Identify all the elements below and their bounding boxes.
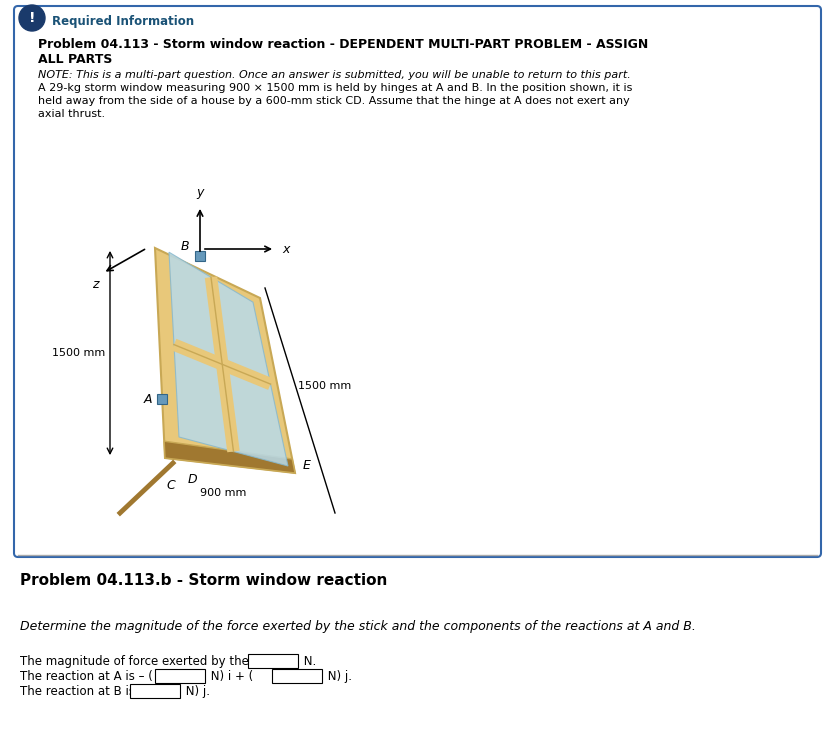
- Text: x: x: [282, 242, 290, 256]
- Text: A: A: [144, 393, 153, 405]
- Text: 900 mm: 900 mm: [200, 488, 246, 498]
- Text: 1500 mm: 1500 mm: [52, 348, 105, 358]
- Text: ALL PARTS: ALL PARTS: [38, 53, 113, 66]
- Text: C: C: [167, 479, 175, 492]
- FancyBboxPatch shape: [157, 394, 167, 404]
- Circle shape: [19, 5, 45, 31]
- Text: D: D: [187, 473, 197, 486]
- Text: !: !: [28, 11, 35, 25]
- FancyBboxPatch shape: [14, 6, 821, 557]
- FancyBboxPatch shape: [272, 669, 322, 683]
- Text: The magnitude of force exerted by the stick is: The magnitude of force exerted by the st…: [20, 655, 297, 668]
- Text: held away from the side of a house by a 600-mm stick CD. Assume that the hinge a: held away from the side of a house by a …: [38, 96, 630, 106]
- FancyBboxPatch shape: [130, 684, 180, 698]
- Text: B: B: [180, 239, 190, 253]
- Text: N) i + (: N) i + (: [207, 670, 253, 683]
- Polygon shape: [169, 252, 288, 466]
- Text: NOTE: This is a multi-part question. Once an answer is submitted, you will be un: NOTE: This is a multi-part question. Onc…: [38, 70, 630, 80]
- Text: A 29-kg storm window measuring 900 × 1500 mm is held by hinges at A and B. In th: A 29-kg storm window measuring 900 × 150…: [38, 83, 632, 93]
- Text: N) j.: N) j.: [324, 670, 352, 683]
- Text: E: E: [303, 459, 311, 471]
- Text: axial thrust.: axial thrust.: [38, 109, 105, 119]
- Text: Problem 04.113.b - Storm window reaction: Problem 04.113.b - Storm window reaction: [20, 573, 387, 588]
- Text: Problem 04.113 - Storm window reaction - DEPENDENT MULTI-PART PROBLEM - ASSIGN: Problem 04.113 - Storm window reaction -…: [38, 38, 648, 51]
- Text: Determine the magnitude of the force exerted by the stick and the components of : Determine the magnitude of the force exe…: [20, 620, 696, 633]
- Text: 1500 mm: 1500 mm: [297, 381, 351, 390]
- FancyBboxPatch shape: [248, 654, 298, 668]
- Text: z: z: [92, 278, 99, 291]
- FancyBboxPatch shape: [195, 251, 205, 261]
- Polygon shape: [155, 248, 295, 473]
- FancyBboxPatch shape: [155, 669, 205, 683]
- Text: N.: N.: [300, 655, 316, 668]
- Text: y: y: [196, 186, 204, 199]
- Polygon shape: [164, 441, 295, 473]
- Text: The reaction at A is – (: The reaction at A is – (: [20, 670, 153, 683]
- Text: N) j.: N) j.: [182, 685, 210, 698]
- Text: Required Information: Required Information: [52, 14, 194, 28]
- Text: The reaction at B is (: The reaction at B is (: [20, 685, 144, 698]
